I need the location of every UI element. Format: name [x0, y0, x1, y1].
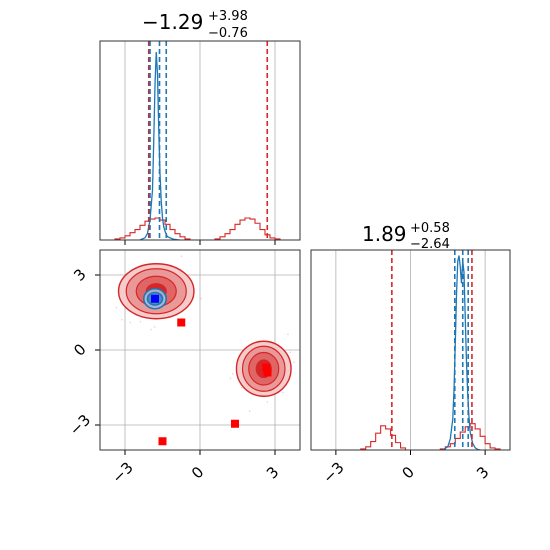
scatter-sample	[150, 328, 152, 331]
panel-frame	[99, 249, 301, 451]
scatter-sample	[232, 372, 234, 375]
panel-frame	[310, 249, 511, 451]
scatter-sample	[240, 386, 243, 389]
title-1-median: −1.29	[142, 10, 203, 34]
marginal-histogram-1	[99, 40, 301, 245]
title-1-upper: +3.98	[208, 9, 248, 24]
red-square-marker	[263, 368, 272, 377]
scatter-sample	[121, 318, 123, 321]
x-tick-label: 0	[188, 463, 207, 482]
x-tick-label: −3	[319, 459, 347, 487]
scatter-sample	[248, 410, 251, 412]
scatter-sample	[287, 333, 289, 336]
title-1-lower: −0.76	[208, 26, 248, 41]
scatter-sample	[115, 306, 118, 309]
marginal-contents	[110, 41, 300, 240]
red-square-marker	[231, 419, 239, 428]
scatter-sample	[139, 320, 142, 323]
scatter-sample	[229, 377, 232, 380]
title-param-1: −1.29 +3.98 −0.76	[142, 9, 248, 41]
x-tick-label: −3	[109, 459, 137, 487]
red-square-marker	[177, 318, 186, 327]
y-tick-label: 0	[70, 340, 89, 359]
marginal-contents	[311, 250, 506, 450]
title-param-2: 1.89 +0.58 −2.64	[362, 221, 450, 252]
x-tick-label: 3	[263, 463, 282, 482]
blue-density-curve	[139, 52, 181, 240]
red-histogram	[311, 423, 506, 450]
y-tick-label: 3	[70, 265, 89, 284]
title-2-lower: −2.64	[410, 237, 450, 252]
joint-contents	[115, 255, 295, 446]
scatter-sample	[180, 255, 183, 257]
blue-density-curve	[442, 255, 481, 450]
x-tick-label: 0	[398, 463, 417, 482]
panel-frame	[99, 40, 301, 241]
title-2-median: 1.89	[362, 222, 407, 246]
red-square-marker	[262, 363, 271, 372]
red-square-marker	[158, 437, 167, 446]
scatter-sample	[153, 326, 156, 328]
title-2-upper: +0.58	[410, 221, 450, 236]
joint-density-panel: −3 0 3 −3 0 3	[66, 249, 301, 487]
scatter-sample	[200, 297, 202, 300]
blue-square-marker	[151, 294, 159, 303]
scatter-sample	[281, 391, 284, 394]
scatter-sample	[289, 351, 292, 354]
red-histogram	[110, 217, 300, 240]
scatter-sample	[293, 361, 295, 363]
x-tick-label: 3	[473, 463, 492, 482]
y-tick-label: −3	[66, 411, 94, 439]
marginal-histogram-2: −3 0 3	[310, 249, 511, 487]
scatter-sample	[129, 321, 132, 324]
scatter-sample	[266, 400, 269, 403]
